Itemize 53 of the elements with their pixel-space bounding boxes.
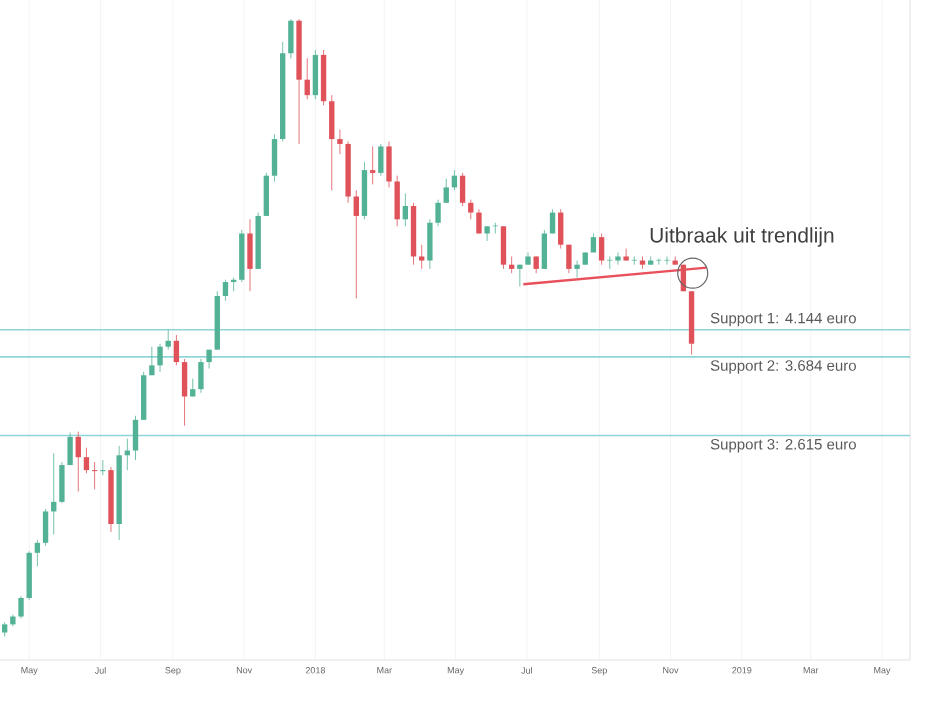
candlestick	[75, 431, 81, 492]
candlestick	[459, 172, 466, 207]
candlestick	[435, 199, 441, 227]
candlestick	[83, 447, 90, 474]
candlestick	[386, 141, 392, 188]
candlestick	[26, 550, 32, 601]
candlestick	[615, 252, 621, 266]
candlestick	[607, 256, 613, 270]
candlestick	[419, 244, 425, 270]
candlestick	[623, 248, 629, 261]
candlestick	[598, 233, 605, 266]
candlestick	[558, 208, 564, 249]
candlestick	[239, 229, 245, 283]
candlestick	[369, 146, 376, 185]
candlestick	[427, 218, 433, 270]
candlestick	[181, 358, 188, 427]
candlestick	[263, 172, 270, 217]
candlestick	[566, 244, 572, 274]
candlestick	[484, 225, 490, 242]
candlestick	[312, 49, 319, 100]
candlestick	[34, 539, 41, 567]
candlestick	[402, 193, 409, 227]
candlestick	[468, 199, 474, 220]
candlestick	[165, 329, 171, 351]
candlestick	[394, 175, 400, 227]
candlestick	[18, 595, 24, 619]
candlestick	[329, 94, 335, 191]
candlestick	[173, 334, 180, 366]
candlestick	[59, 461, 65, 504]
candlestick	[157, 343, 163, 373]
candlestick	[247, 218, 253, 292]
candlestick	[67, 432, 73, 466]
candlestick	[443, 178, 449, 204]
candlestick	[149, 346, 155, 376]
candlestick	[353, 189, 359, 299]
candlestick	[304, 57, 310, 100]
candlestick	[42, 508, 49, 547]
candlestick	[361, 161, 368, 220]
candlestick	[337, 129, 343, 155]
candlestick	[500, 225, 507, 270]
candlestick	[222, 279, 229, 302]
candlestick	[198, 358, 204, 394]
candlestick	[288, 18, 294, 59]
candlestick	[271, 133, 278, 182]
candlestick	[141, 371, 147, 421]
candlestick	[132, 415, 139, 461]
annotation: Uitbraak uit trendlijn	[650, 227, 834, 247]
candlestick	[378, 143, 384, 177]
candlestick	[631, 256, 637, 266]
candlestick	[320, 49, 327, 106]
candlestick	[574, 260, 580, 278]
candlestick	[541, 229, 548, 270]
candlestick	[476, 208, 482, 234]
